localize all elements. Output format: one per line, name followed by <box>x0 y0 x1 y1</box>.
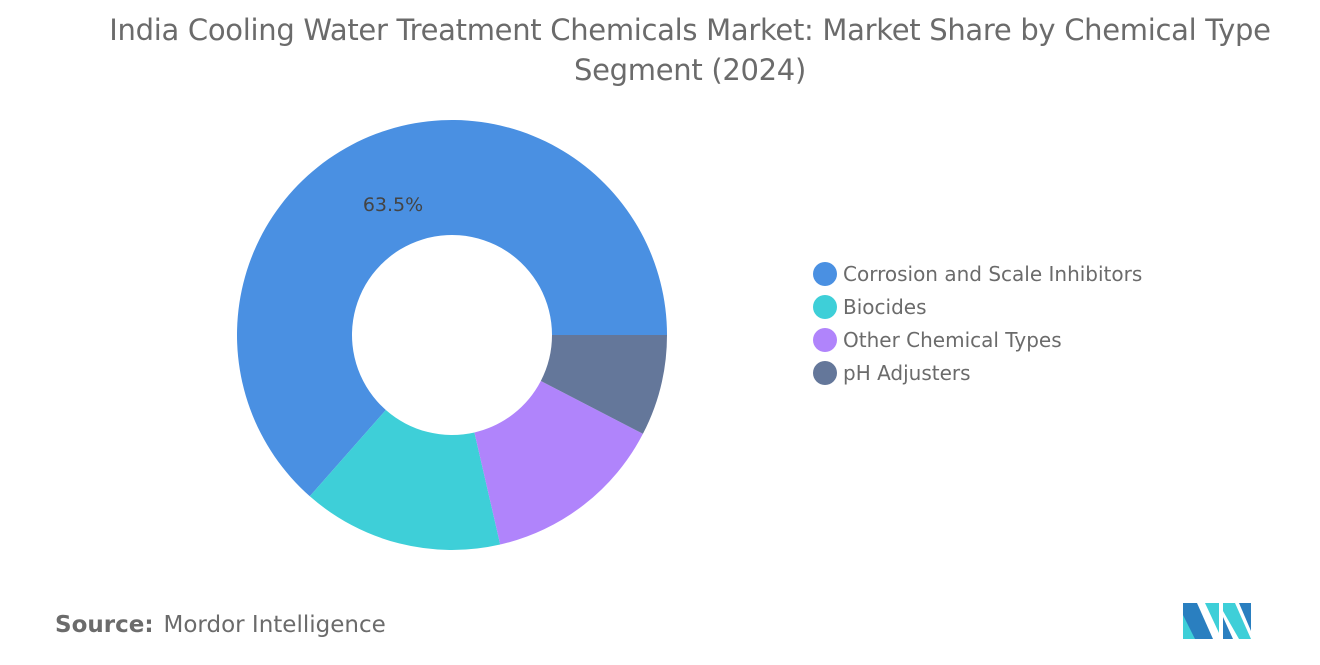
legend: Corrosion and Scale Inhibitors Biocides Ot… <box>813 257 1142 389</box>
legend-item: pH Adjusters <box>813 356 1142 389</box>
legend-label: pH Adjusters <box>843 360 971 385</box>
donut-slice-other-chemical-types <box>474 380 643 545</box>
legend-swatch <box>813 261 837 286</box>
donut-slice-corrosion-and-scale-inhibitors <box>236 119 667 497</box>
legend-swatch <box>813 294 837 319</box>
legend-label: Corrosion and Scale Inhibitors <box>843 261 1143 286</box>
source-label: Source: <box>55 612 154 638</box>
data-label: 63.5% <box>363 194 423 216</box>
legend-label: Other Chemical Types <box>843 327 1062 352</box>
legend-label: Biocides <box>843 294 927 319</box>
legend-swatch <box>813 360 837 385</box>
legend-item: Biocides <box>813 290 1142 323</box>
donut-slice-biocides <box>309 410 501 550</box>
legend-item: Corrosion and Scale Inhibitors <box>813 257 1142 290</box>
chart-title: India Cooling Water Treatment Chemicals … <box>109 13 1271 87</box>
legend-swatch <box>813 327 837 352</box>
mordor-intelligence-logo <box>1183 603 1251 639</box>
source: Source: Mordor Intelligence <box>55 612 386 638</box>
legend-item: Other Chemical Types <box>813 323 1142 356</box>
source-value: Mordor Intelligence <box>163 612 386 638</box>
donut-slice-ph-adjusters <box>540 335 667 434</box>
